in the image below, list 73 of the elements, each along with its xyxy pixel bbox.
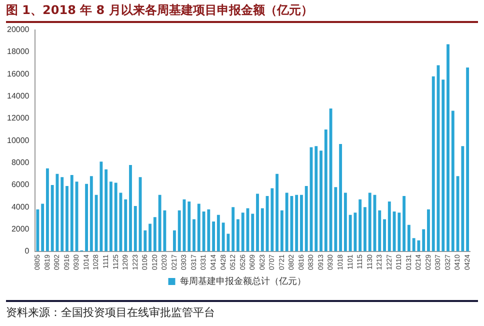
bar xyxy=(256,194,259,252)
y-tick-label: 16000 xyxy=(6,69,30,78)
bar xyxy=(368,192,372,252)
bar xyxy=(432,76,435,252)
bar xyxy=(173,230,176,252)
bar xyxy=(383,219,386,252)
bar xyxy=(50,184,54,252)
bar xyxy=(442,80,445,252)
y-tick-label: 2000 xyxy=(11,224,30,234)
bar xyxy=(407,224,410,252)
y-tick-label: 14000 xyxy=(6,91,30,100)
bar xyxy=(46,168,49,252)
bar xyxy=(334,187,338,252)
bar xyxy=(178,210,181,252)
bar xyxy=(134,206,137,252)
bar xyxy=(314,146,318,252)
y-tick-label: 10000 xyxy=(6,136,30,145)
legend-label: 每周基建申报金额总计（亿元） xyxy=(180,276,306,286)
bar xyxy=(388,202,391,252)
bar xyxy=(192,219,196,252)
bar xyxy=(36,209,40,252)
y-tick-label: 20000 xyxy=(6,25,30,34)
bar xyxy=(304,186,308,252)
bar xyxy=(422,229,426,252)
bar xyxy=(295,194,298,252)
bar xyxy=(129,164,132,252)
text: 资料来源：全国投资项目在线审批监管平台 xyxy=(6,305,216,320)
bar xyxy=(85,184,88,252)
bar xyxy=(114,182,118,252)
bar xyxy=(300,194,303,252)
bar xyxy=(41,204,44,252)
bar xyxy=(260,208,264,252)
bar xyxy=(66,186,68,252)
bar xyxy=(402,196,406,252)
bar xyxy=(236,219,240,252)
y-tick-label: 8000 xyxy=(11,158,30,167)
bar xyxy=(232,207,235,252)
bar xyxy=(320,150,322,252)
bar xyxy=(148,224,152,252)
bar xyxy=(251,214,254,252)
bar xyxy=(144,230,147,252)
chart-title: 图 1、2018 年 8 月以来各周基建项目申报金额（亿元） xyxy=(6,2,478,23)
bar xyxy=(344,192,347,252)
bar xyxy=(90,176,93,252)
bar xyxy=(188,202,191,252)
bar xyxy=(364,207,366,252)
bar xyxy=(124,199,128,252)
y-tick-label: 18000 xyxy=(6,47,30,56)
bar xyxy=(446,44,450,252)
bar xyxy=(324,130,328,252)
bar xyxy=(451,110,454,252)
bar xyxy=(104,169,108,252)
bar xyxy=(241,212,244,252)
bar xyxy=(197,204,200,252)
bar xyxy=(109,182,112,252)
y-tick-label: 0 xyxy=(24,246,30,256)
y-tick-label: 6000 xyxy=(11,180,30,190)
y-tick-label: 4000 xyxy=(11,202,30,212)
bar xyxy=(358,199,362,252)
bar xyxy=(212,222,216,252)
bar xyxy=(153,217,156,252)
bar xyxy=(270,188,274,252)
bar xyxy=(216,214,220,252)
bar xyxy=(466,67,470,252)
bar xyxy=(276,174,279,252)
bar xyxy=(378,210,382,252)
bar xyxy=(70,174,74,252)
bar xyxy=(339,144,342,252)
bar xyxy=(280,210,284,252)
bar xyxy=(427,209,430,252)
y-tick-label: 12000 xyxy=(6,114,30,123)
bar xyxy=(60,177,64,252)
bar xyxy=(207,209,210,252)
